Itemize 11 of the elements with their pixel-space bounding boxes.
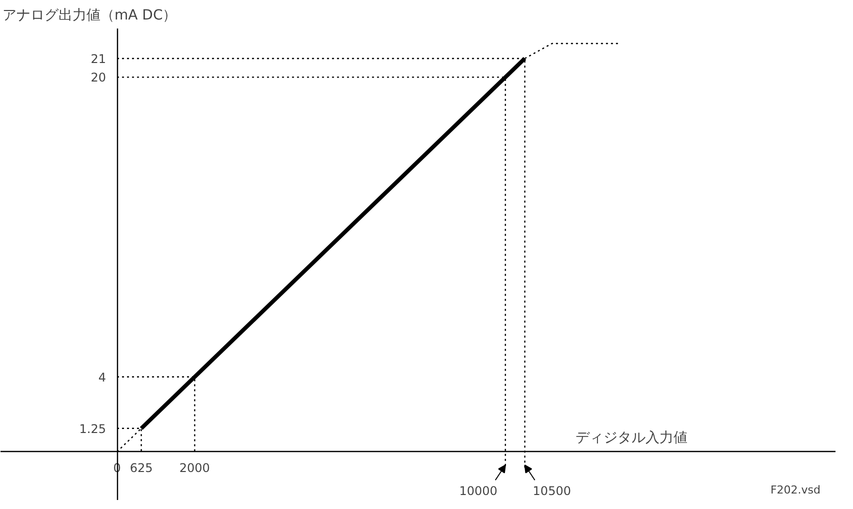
annotation: F202.vsd	[770, 484, 821, 496]
annotation: 10000	[459, 484, 498, 498]
y-axis-title: アナログ出力値（mA DC）	[2, 8, 177, 24]
y-tick-label: 20	[90, 70, 106, 85]
y-tick-label: 21	[90, 52, 106, 66]
x-tick-label: 2000	[179, 460, 210, 475]
annotation: 10500	[532, 484, 571, 498]
x-tick-label: 625	[130, 460, 153, 475]
y-tick-label: 1.25	[79, 422, 106, 436]
x-axis-title: ディジタル入力値	[576, 430, 688, 446]
y-tick-label: 4	[98, 370, 106, 384]
